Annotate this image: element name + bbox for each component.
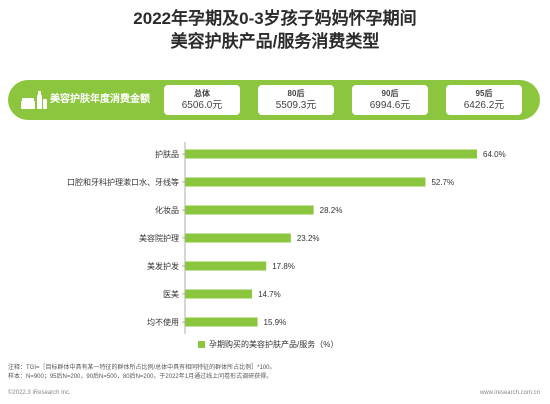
stat-value: 6426.2元 [463,100,505,111]
stat-value: 5509.3元 [275,100,317,111]
bar [185,317,258,327]
chart-title-line-2: 美容护肤产品/服务消费类型 [170,32,380,51]
category-label: 美发护发 [147,261,179,271]
bar-chart: 护肤品 64.0% 口腔和牙科护理漱口水、牙线等 52.7% 化妆品 28.2% 美容院护理… [67,142,506,334]
legend-label: 孕期购买的美容护肤产品/服务（%） [209,340,339,349]
note-tgi: 注释：TGI=［目标群体中具有某一特征的群体所占比例/总体中具有相同特征的群体所… [8,365,276,371]
bar [185,205,314,215]
data-label: 52.7% [431,178,454,187]
notes: 注释：TGI=［目标群体中具有某一特征的群体所占比例/总体中具有相同特征的群体所… [8,364,276,382]
category-label: 化妆品 [155,205,179,215]
category-label: 口腔和牙科护理漱口水、牙线等 [67,177,179,187]
website: www.iresearch.com.cn [479,390,540,396]
stat-card-overall: 总体 6506.0元 [164,85,240,115]
note-sample: 样本：N=900；95后N=200，90后N=500，80后N=200，于202… [8,374,273,380]
spending-banner: 美容护肤年度消费金额 总体 6506.0元 80后 5509.3元 90后 69… [8,80,540,120]
bar [185,177,426,187]
data-label: 14.7% [258,290,281,299]
category-label: 美容院护理 [139,233,179,243]
data-label: 17.8% [272,262,295,271]
data-label: 23.2% [297,234,320,243]
category-label: 护肤品 [155,149,179,159]
bar [185,289,253,299]
copyright: ©2022.3 iResearch Inc. [8,390,71,396]
stat-value: 6506.0元 [181,100,223,111]
banner-label: 美容护肤年度消费金额 [50,94,150,105]
data-label: 64.0% [483,150,506,159]
bar [185,233,291,243]
data-label: 15.9% [264,318,287,327]
legend-swatch [198,341,205,348]
stat-label: 总体 [194,89,210,98]
stat-label: 80后 [287,89,305,98]
chart-legend: 孕期购买的美容护肤产品/服务（%） [198,340,338,350]
stat-card-95s: 95后 6426.2元 [446,85,522,115]
stat-value: 6994.6元 [369,100,411,111]
stat-card-80s: 80后 5509.3元 [258,85,334,115]
chart-title-line-1: 2022年孕期及0-3岁孩子妈妈怀孕期间 [133,9,417,28]
data-label: 28.2% [320,206,343,215]
cosmetics-icon [21,91,47,109]
category-label: 医美 [163,289,179,299]
bar [185,261,267,271]
stat-label: 95后 [475,89,493,98]
stat-card-90s: 90后 6994.6元 [352,85,428,115]
stat-label: 90后 [381,89,399,98]
bar [185,149,477,159]
category-label: 均不使用 [147,317,179,327]
